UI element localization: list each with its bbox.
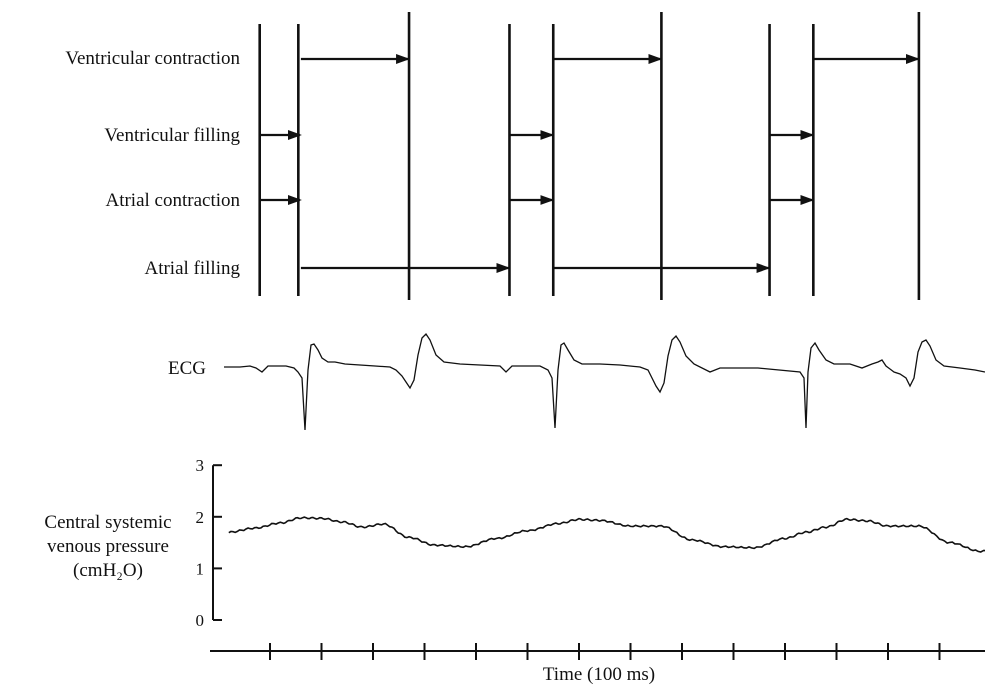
pressure-chart: 0 1 2 3 bbox=[196, 456, 985, 660]
y-tick-label-0: 0 bbox=[196, 611, 205, 630]
row-label-ventricular-contraction: Ventricular contraction bbox=[65, 48, 240, 69]
y-tick-label-3: 3 bbox=[196, 456, 205, 475]
pressure-axis-label: Central systemic venous pressure (cmH₂O) bbox=[44, 512, 171, 581]
ylabel-line-1: Central systemic bbox=[44, 512, 171, 533]
row-label-atrial-filling: Atrial filling bbox=[144, 258, 240, 279]
x-axis-label: Time (100 ms) bbox=[543, 664, 655, 685]
ecg-label: ECG bbox=[168, 358, 206, 379]
ylabel-line-2: venous pressure bbox=[47, 536, 169, 557]
pressure-trace bbox=[228, 516, 985, 553]
timing-diagram bbox=[258, 12, 921, 300]
row-label-atrial-contraction: Atrial contraction bbox=[105, 190, 240, 211]
ylabel-line-3: (cmH₂O) bbox=[73, 560, 143, 581]
y-tick-label-2: 2 bbox=[196, 508, 205, 527]
ecg-trace bbox=[224, 332, 985, 431]
y-tick-label-1: 1 bbox=[196, 559, 205, 578]
row-label-ventricular-filling: Ventricular filling bbox=[104, 125, 240, 146]
